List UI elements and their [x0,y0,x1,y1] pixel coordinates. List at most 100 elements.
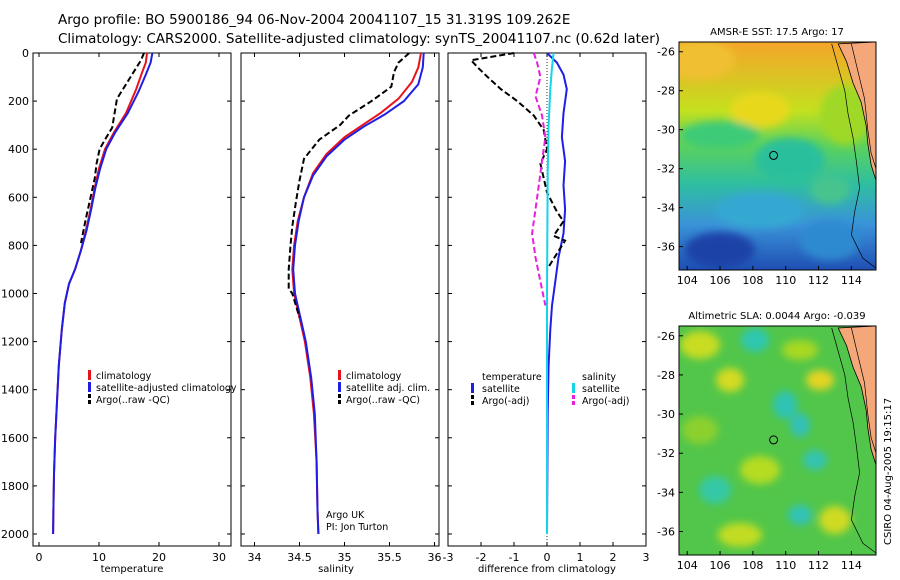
argo-uk-annotation: Argo UK [326,510,365,521]
latitude-tick-label: -30 [657,124,675,137]
series-line-salinity-satellite [546,52,555,534]
x-tick-label: 34 [248,551,262,564]
sla-patch [716,368,744,392]
diff-legend-salinity-title: salinity [582,372,616,383]
temperature-series [52,52,154,535]
longitude-tick-label: 106 [710,274,731,287]
temperature-legend: climatology satellite-adjusted climatolo… [88,370,237,406]
salinity-series [287,52,425,535]
x-tick-label: 0 [544,551,551,564]
legend-swatch-argo-b [88,400,91,404]
sst-bathymetry-contour [831,43,876,269]
legend-label-satellite: satellite-adjusted climatology [96,383,237,394]
x-tick-label: 35.5 [377,551,402,564]
x-tick-label: 30 [212,551,226,564]
sla-land [837,326,876,466]
sst-patch [800,220,860,260]
depth-tick-label: 200 [8,95,29,108]
series-line-temperature-satellite [546,52,568,535]
temperature-panel: 0 200 400 600 800 1000 1200 1400 1600 1800 2000 0 1… [1,47,237,575]
sal-legend-swatch-climatology [338,370,341,380]
series-line-salinity-argo-adj- [531,52,547,306]
sst-patch [685,232,755,268]
diff-legend-temp-sat-label: satellite [482,384,520,395]
depth-tick-label: 2000 [1,528,29,541]
temperature-axis-label: temperature [101,564,164,575]
sla-map-frame [678,325,877,556]
difference-legend: temperature satellite Argo(-adj) salinit… [471,372,629,407]
depth-tick-label: 1400 [1,384,29,397]
sal-legend-label-climatology: climatology [346,371,402,382]
series-line-temperature-argo-adj- [469,52,567,270]
latitude-tick-label: -36 [657,241,675,254]
difference-series [469,52,568,535]
sst-patch [715,192,805,228]
sst-field-patches [679,42,870,268]
x-tick-label: 10 [92,551,106,564]
latitude-tick-label: -36 [657,526,675,539]
sla-patch [806,370,834,390]
sst-map-panel: AMSR-E SST: 17.5 Argo: 17 104 106 108 110 11… [657,27,877,287]
csiro-timestamp: CSIRO 04-Aug-2005 19:15:17 [883,398,894,545]
series-line-argo-raw-qc- [80,52,145,244]
salinity-legend: climatology satellite adj. clim. Argo(..… [338,370,430,406]
salinity-panel: 34 34.5 35 35.5 36 salinity climatology sate… [240,52,442,575]
sst-argo-location-marker [769,150,779,160]
sst-patch [679,42,735,80]
sal-legend-swatch-satellite [338,382,341,392]
series-line-argo-raw-qc- [287,52,410,318]
depth-tick-label: 600 [8,191,29,204]
x-tick-label: -3 [443,551,454,564]
x-tick-label: -1 [509,551,520,564]
salinity-axis-ticks: 34 34.5 35 35.5 36 [248,53,442,564]
sst-land [837,42,876,181]
longitude-tick-label: 110 [775,559,796,572]
sla-patch [773,391,797,419]
longitude-tick-label: 112 [808,274,829,287]
salinity-depth-ticks [241,52,439,535]
depth-tick-label: 400 [8,143,29,156]
sal-legend-label-argo: Argo(..raw -QC) [346,395,420,406]
diff-legend-sal-sat-swatch [572,383,575,393]
sst-bathymetry-contour-inner [851,43,876,169]
latitude-tick-label: -32 [657,447,675,460]
longitude-tick-label: 108 [742,559,763,572]
longitude-tick-label: 112 [808,559,829,572]
legend-swatch-satellite [88,382,91,392]
sst-patch [680,121,760,149]
pi-annotation: PI: Jon Turton [326,522,388,533]
sla-patch [819,506,851,534]
temperature-plot-frame [32,52,232,547]
sst-map-title: AMSR-E SST: 17.5 Argo: 17 [710,27,844,38]
sst-map-frame [678,41,877,271]
sla-argo-location-marker [769,435,779,445]
sal-legend-swatch-argo-b [338,400,341,404]
sal-legend-swatch-argo-a [338,394,341,398]
diff-legend-temp-argo-swatch-b [471,401,474,405]
x-tick-label: 35 [338,551,352,564]
latitude-tick-label: -32 [657,163,675,176]
x-tick-label: 34.5 [287,551,312,564]
longitude-tick-label: 110 [775,274,796,287]
diff-legend-sal-sat-label: satellite [582,384,620,395]
series-line-satellite-adj-clim- [292,52,425,535]
sla-map-title: Altimetric SLA: 0.0044 Argo: -0.039 [688,311,865,322]
legend-swatch-climatology [88,370,91,380]
diff-legend-temp-argo-label: Argo(-adj) [482,396,529,407]
sla-map-panel: Altimetric SLA: 0.0044 Argo: -0.039 [657,311,877,572]
sla-patch [782,340,818,360]
sla-field-patches [680,328,851,547]
temperature-axis-ticks: 0 10 20 30 [36,53,226,564]
sla-patch [803,450,827,470]
sst-longitude-ticks: 104 106 108 110 112 114 [677,266,862,287]
x-tick-label: -2 [476,551,487,564]
sst-patch [755,138,825,182]
longitude-tick-label: 106 [710,559,731,572]
x-tick-label: 2 [610,551,617,564]
sla-bathymetry-contour-inner [851,327,876,454]
x-tick-label: 36 [428,551,442,564]
difference-depth-ticks [448,52,646,535]
sst-patch [810,176,850,204]
x-tick-label: 1 [577,551,584,564]
